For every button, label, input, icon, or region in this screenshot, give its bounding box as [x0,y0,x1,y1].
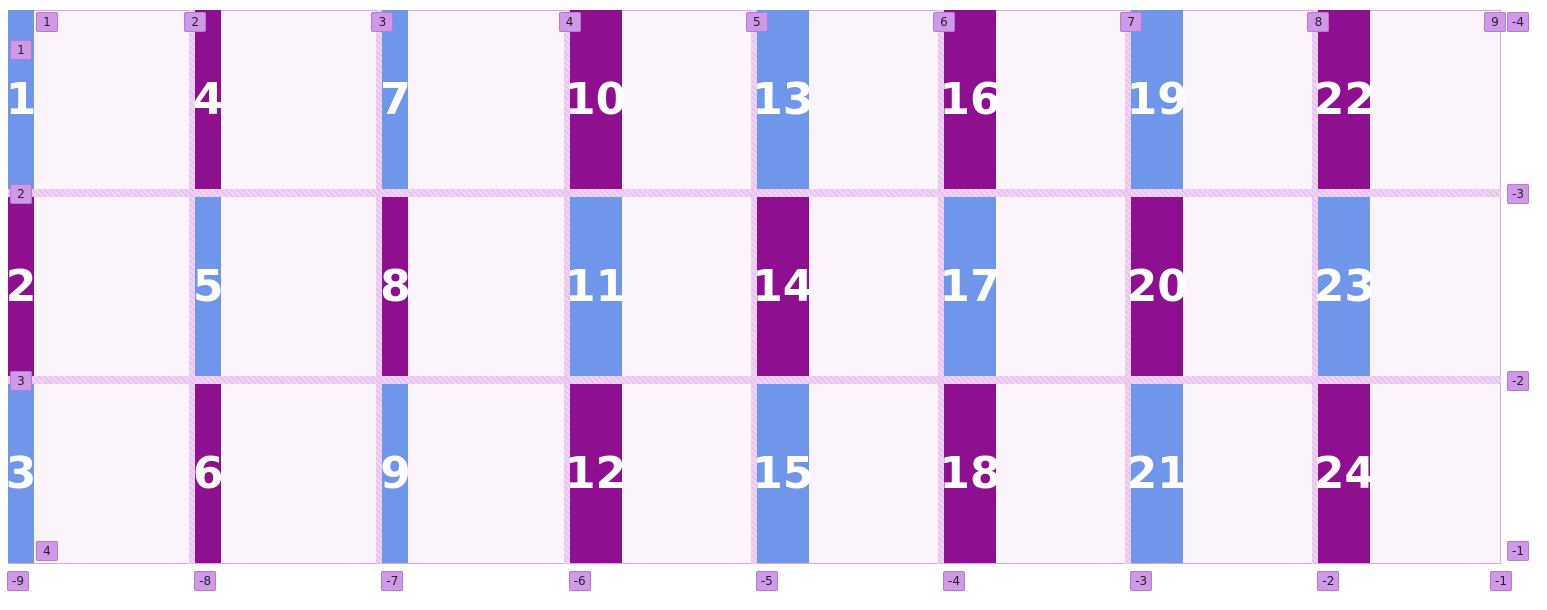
grid-item: 2 [6,197,36,376]
grid-item: 6 [193,384,224,563]
row-line-number: 1 [10,40,32,60]
column-line-number: 1 [36,12,58,32]
column-line-number: -7 [381,571,404,591]
column-line-number: -9 [7,571,29,591]
column-line-number: -2 [1317,571,1340,591]
grid-item: 19 [1127,10,1188,189]
grid-item: 13 [752,10,813,189]
grid-item: 21 [1127,384,1188,563]
column-line-number: -8 [194,571,217,591]
grid-item: 24 [1314,384,1375,563]
column-gap [750,10,757,564]
grid-item: 4 [193,10,224,189]
column-line-number: -6 [568,571,591,591]
row-line-number: 3 [10,371,32,391]
column-gap [189,10,196,564]
grid-item: 11 [565,197,626,376]
grid-item: 12 [565,384,626,563]
grid-item: 22 [1314,10,1375,189]
column-line-number: -3 [1130,571,1153,591]
grid-item: 9 [380,384,411,563]
column-line-number: 4 [558,12,581,32]
column-line-number: 5 [745,12,768,32]
row-gap [8,376,1501,384]
row-line-number: -1 [1507,541,1529,561]
grid-item: 5 [193,197,224,376]
column-line-number: -5 [755,571,778,591]
grid-item: 7 [380,10,411,189]
column-line-number: 9 [1484,12,1506,32]
grid-item: 16 [939,10,1001,189]
column-line-number: 8 [1307,12,1330,32]
column-gap [938,10,944,564]
column-line-number: -1 [1490,571,1512,591]
grid-item: 3 [6,384,36,563]
row-line-number: -3 [1507,184,1529,204]
row-line-number: 4 [36,541,58,561]
row-line-number: -2 [1507,371,1529,391]
column-gap [1312,10,1319,564]
column-line-number: 3 [371,12,394,32]
grid-item: 23 [1314,197,1375,376]
column-line-number: -4 [943,571,965,591]
grid-item: 18 [939,384,1001,563]
grid-item: 17 [939,197,1001,376]
column-line-number: 2 [184,12,207,32]
column-gap [563,10,570,564]
column-gap [1125,10,1132,564]
grid-item: 15 [752,384,813,563]
grid-item: 8 [380,197,411,376]
row-gap [8,189,1501,197]
grid-item: 10 [565,10,626,189]
column-line-number: 6 [933,12,955,32]
column-gap [376,10,383,564]
row-line-number: -4 [1507,12,1529,32]
grid-item: 14 [752,197,813,376]
grid-item: 1 [6,10,36,189]
grid-item: 20 [1127,197,1188,376]
row-line-number: 2 [10,184,32,204]
column-line-number: 7 [1120,12,1143,32]
